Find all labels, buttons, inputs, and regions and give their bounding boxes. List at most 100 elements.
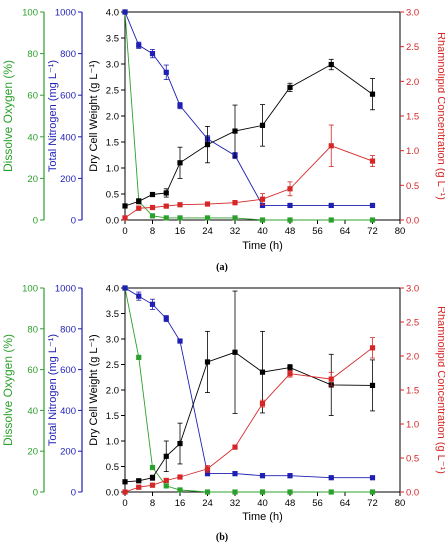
dcw-point <box>163 453 169 459</box>
rl-point <box>204 201 211 207</box>
panel-label: (b) <box>216 532 228 543</box>
do-point <box>136 354 142 360</box>
do-series-line <box>124 11 373 221</box>
rl-point <box>204 466 211 472</box>
rl-tick-label: 2.0 <box>406 352 419 363</box>
do-tick-label: 80 <box>27 49 38 60</box>
do-tick-label: 20 <box>27 447 38 458</box>
tn-point <box>122 9 128 15</box>
tn-tick-label: 400 <box>60 132 76 143</box>
x-tick-label: 80 <box>395 498 406 509</box>
dcw-tick-label: 2.0 <box>106 386 119 397</box>
do-tick-label: 100 <box>22 284 38 295</box>
tn-tick-label: 800 <box>60 49 76 60</box>
dcw-tick-label: 3.5 <box>106 34 119 45</box>
do-point <box>163 215 169 221</box>
dcw-point <box>122 203 128 209</box>
x-tick-label: 0 <box>122 498 127 509</box>
do-series-line <box>124 287 373 493</box>
dcw-tick-label: 3.0 <box>106 335 119 346</box>
tn-tick-label: 200 <box>60 174 76 185</box>
x-tick-label: 32 <box>230 226 241 237</box>
rl-tick-label: 3.0 <box>406 284 419 295</box>
dcw-tick-label: 4.0 <box>106 284 119 295</box>
dcw-point <box>163 190 169 196</box>
rl-point <box>232 200 238 206</box>
dcw-point <box>177 440 183 447</box>
dcw-series-line <box>124 63 373 207</box>
dcw-point <box>259 369 266 375</box>
do-point <box>177 487 183 493</box>
tn-axis-title: Total Nitrogen (mg L⁻¹) <box>47 334 59 446</box>
rl-tick-label: 3.0 <box>406 8 419 19</box>
tn-tick-label: 800 <box>60 324 76 335</box>
rl-point <box>328 143 334 149</box>
rl-tick-label: 1.5 <box>406 112 419 123</box>
dcw-point <box>122 479 128 485</box>
dcw-point <box>259 122 266 128</box>
rl-tick-label: 1.0 <box>406 420 419 431</box>
dcw-series-line <box>124 351 373 483</box>
dcw-tick-label: 1.0 <box>106 437 119 448</box>
x-tick-label: 16 <box>175 498 186 509</box>
tn-point <box>177 103 183 109</box>
x-tick-label: 24 <box>202 226 213 237</box>
x-tick-label: 64 <box>340 498 351 509</box>
do-point <box>328 489 334 495</box>
rl-tick-label: 1.5 <box>406 386 419 397</box>
tn-point <box>287 473 293 479</box>
do-point <box>369 489 376 495</box>
dcw-tick-label: 1.0 <box>106 164 119 175</box>
dcw-point <box>136 478 142 484</box>
tn-tick-label: 1000 <box>55 8 76 19</box>
rl-series-line <box>124 347 373 493</box>
tn-point <box>328 475 334 481</box>
rl-point <box>163 477 169 484</box>
x-tick-label: 72 <box>367 498 378 509</box>
rl-tick-label: 1.0 <box>406 146 419 157</box>
do-point <box>259 217 266 223</box>
dcw-point <box>369 382 376 389</box>
rl-point <box>287 186 293 192</box>
do-axis-title: Dissolve Oxygen (%) <box>1 334 15 446</box>
x-tick-label: 64 <box>340 226 351 237</box>
do-tick-label: 80 <box>27 324 38 335</box>
tn-point <box>149 51 156 57</box>
do-point <box>163 483 169 489</box>
x-tick-label: 48 <box>285 498 296 509</box>
x-tick-label: 48 <box>285 226 296 237</box>
do-tick-label: 40 <box>27 406 38 417</box>
x-tick-label: 8 <box>150 498 155 509</box>
do-point <box>204 489 211 495</box>
dcw-tick-label: 2.0 <box>106 112 119 123</box>
dcw-point <box>149 191 156 198</box>
rl-point <box>122 489 128 495</box>
dcw-tick-label: 3.0 <box>106 60 119 71</box>
do-point <box>177 215 183 221</box>
x-tick-label: 16 <box>175 226 186 237</box>
do-point <box>287 489 293 495</box>
do-tick-label: 60 <box>27 91 38 102</box>
do-tick-label: 0 <box>33 488 38 499</box>
x-tick-label: 80 <box>395 226 406 237</box>
tn-point <box>177 338 183 344</box>
dcw-tick-label: 1.5 <box>106 411 119 422</box>
rl-tick-label: 0.5 <box>406 454 419 465</box>
tn-point <box>369 475 376 481</box>
rl-point <box>149 482 156 488</box>
do-point <box>232 215 238 221</box>
do-point <box>204 215 211 221</box>
x-tick-label: 8 <box>150 226 155 237</box>
tn-tick-label: 600 <box>60 365 76 376</box>
x-tick-label: 0 <box>122 226 127 237</box>
x-tick-label: 56 <box>312 226 323 237</box>
tn-tick-label: 1000 <box>55 284 76 295</box>
tn-point <box>259 202 266 209</box>
do-point <box>232 489 238 495</box>
x-tick-label: 32 <box>230 498 241 509</box>
dcw-tick-label: 2.5 <box>106 86 119 97</box>
rl-point <box>287 371 293 377</box>
dcw-point <box>232 128 238 134</box>
dcw-point <box>204 142 211 148</box>
